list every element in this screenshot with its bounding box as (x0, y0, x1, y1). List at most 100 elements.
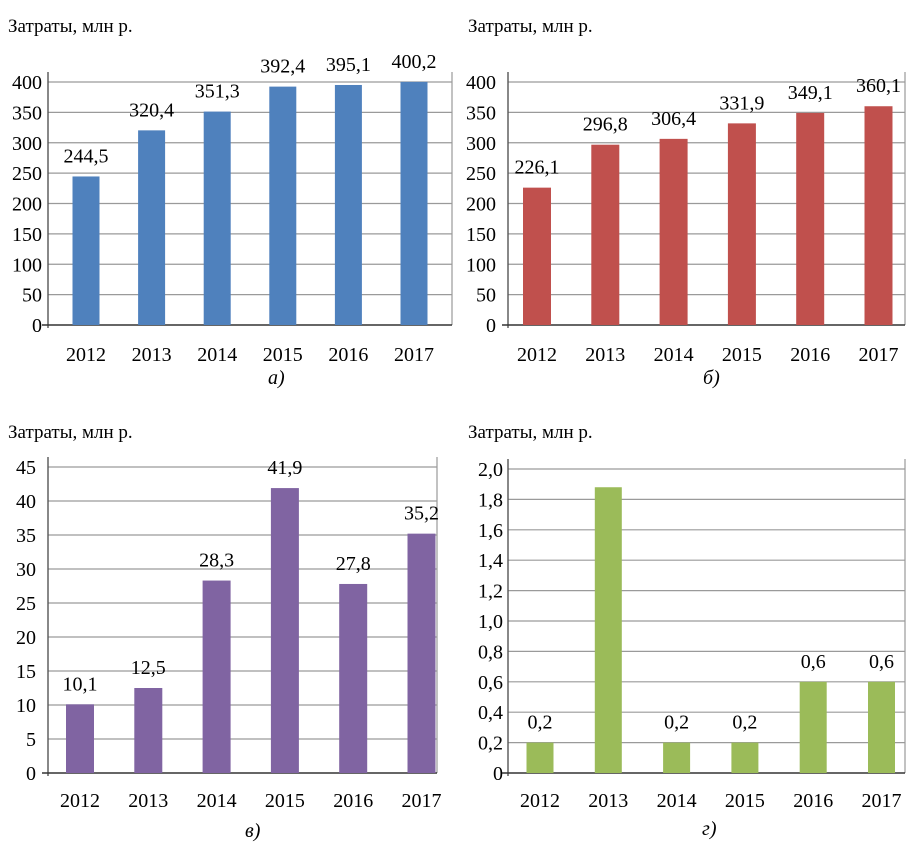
ytick-label-c: 25 (16, 593, 36, 615)
bar-c-2017 (407, 533, 436, 773)
x-tick-label-b: 2014 (654, 344, 694, 366)
caption-b: б) (703, 367, 720, 389)
bar-d-2014 (663, 742, 691, 773)
x-tick-label-d: 2012 (520, 790, 560, 812)
x-tick-label-a: 2017 (394, 344, 434, 366)
x-tick-label-d: 2014 (657, 790, 697, 812)
data-label-c: 35,2 (404, 503, 439, 525)
bar-d-2013 (594, 487, 622, 773)
ytick-label-a: 250 (12, 163, 42, 185)
data-label-a: 392,4 (260, 56, 305, 78)
ytick-label-d: 1,0 (478, 611, 503, 633)
data-label-c: 27,8 (336, 553, 371, 575)
caption-d: г) (702, 818, 717, 840)
bar-b-2013 (591, 144, 620, 325)
x-tick-label-d: 2016 (793, 790, 833, 812)
ytick-label-c: 5 (26, 729, 36, 751)
caption-b-letter: б (703, 367, 714, 389)
ytick-label-a: 100 (12, 254, 42, 276)
ytick-label-d: 1,4 (478, 550, 503, 572)
x-tick-label-c: 2017 (402, 790, 442, 812)
bar-c-2012 (66, 704, 94, 773)
data-label-b: 226,1 (515, 157, 560, 179)
bar-c-2016 (339, 583, 368, 773)
data-label-b: 349,1 (788, 82, 833, 104)
ytick-label-a: 0 (32, 315, 42, 337)
data-label-b: 331,9 (719, 92, 764, 114)
bar-a-2013 (138, 130, 166, 325)
caption-a-letter: а (268, 367, 278, 389)
ytick-label-c: 45 (16, 457, 36, 479)
x-tick-label-c: 2013 (128, 790, 168, 812)
ytick-label-d: 0,8 (478, 641, 503, 663)
ytick-label-c: 30 (16, 559, 36, 581)
ytick-label-d: 1,8 (478, 489, 503, 511)
ytick-label-c: 40 (16, 491, 36, 513)
x-tick-label-d: 2017 (862, 790, 902, 812)
ytick-label-c: 20 (16, 627, 36, 649)
bar-d-2017 (868, 681, 895, 773)
ytick-label-b: 50 (476, 285, 496, 307)
data-label-a: 351,3 (195, 81, 240, 103)
bar-d-2015 (731, 742, 759, 773)
x-tick-label-a: 2015 (263, 344, 303, 366)
data-label-c: 41,9 (267, 457, 302, 479)
data-label-d: 0,6 (801, 651, 826, 673)
x-tick-label-b: 2016 (790, 344, 830, 366)
ylabel-b: Затраты, млн р. (468, 16, 593, 37)
bar-a-2014 (203, 111, 231, 325)
ytick-label-b: 100 (466, 254, 496, 276)
ytick-label-b: 150 (466, 224, 496, 246)
data-label-a: 244,5 (64, 145, 109, 167)
ytick-label-b: 200 (466, 194, 496, 216)
data-label-a: 395,1 (326, 54, 371, 76)
data-label-d: 0,2 (732, 712, 757, 734)
ytick-label-a: 200 (12, 194, 42, 216)
x-tick-label-a: 2013 (132, 344, 172, 366)
bar-b-2014 (659, 138, 688, 325)
caption-d-letter: г (702, 818, 710, 840)
x-tick-label-d: 2013 (588, 790, 628, 812)
bar-d-2016 (799, 681, 827, 773)
x-tick-label-b: 2015 (722, 344, 762, 366)
data-label-b: 360,1 (856, 75, 901, 97)
ytick-label-b: 300 (466, 133, 496, 155)
bar-c-2014 (202, 580, 231, 773)
ytick-label-a: 50 (22, 285, 42, 307)
data-label-d: 0,2 (664, 712, 689, 734)
data-label-c: 28,3 (199, 550, 234, 572)
ytick-label-d: 0,2 (478, 733, 503, 755)
bar-b-2015 (727, 123, 756, 325)
x-tick-label-c: 2014 (197, 790, 237, 812)
x-tick-label-b: 2013 (585, 344, 625, 366)
ytick-label-d: 0 (493, 763, 503, 785)
caption-c-letter: в (245, 820, 254, 842)
bar-a-2012 (72, 176, 100, 325)
data-label-d: 0,6 (869, 651, 894, 673)
bar-d-2012 (526, 742, 554, 773)
data-label-b: 306,4 (651, 108, 696, 130)
bar-a-2017 (400, 81, 428, 325)
ytick-label-b: 250 (466, 163, 496, 185)
x-tick-label-d: 2015 (725, 790, 765, 812)
ylabel-d: Затраты, млн р. (468, 422, 593, 443)
x-tick-label-a: 2016 (328, 344, 368, 366)
bar-b-2017 (864, 106, 893, 325)
data-label-d: 0,2 (528, 712, 553, 734)
ytick-label-a: 400 (12, 72, 42, 94)
bar-b-2016 (796, 112, 825, 325)
ytick-label-a: 300 (12, 133, 42, 155)
x-tick-label-a: 2012 (66, 344, 106, 366)
bar-c-2015 (270, 488, 299, 773)
x-tick-label-b: 2017 (859, 344, 899, 366)
bar-a-2016 (334, 84, 362, 326)
x-tick-label-c: 2016 (333, 790, 373, 812)
ytick-label-c: 35 (16, 525, 36, 547)
ylabel-c: Затраты, млн р. (8, 422, 133, 443)
bar-b-2012 (523, 187, 551, 325)
caption-a: а) (268, 367, 285, 389)
ytick-label-b: 0 (486, 315, 496, 337)
x-tick-label-a: 2014 (197, 344, 237, 366)
ytick-label-d: 2,0 (478, 459, 503, 481)
x-tick-label-c: 2015 (265, 790, 305, 812)
